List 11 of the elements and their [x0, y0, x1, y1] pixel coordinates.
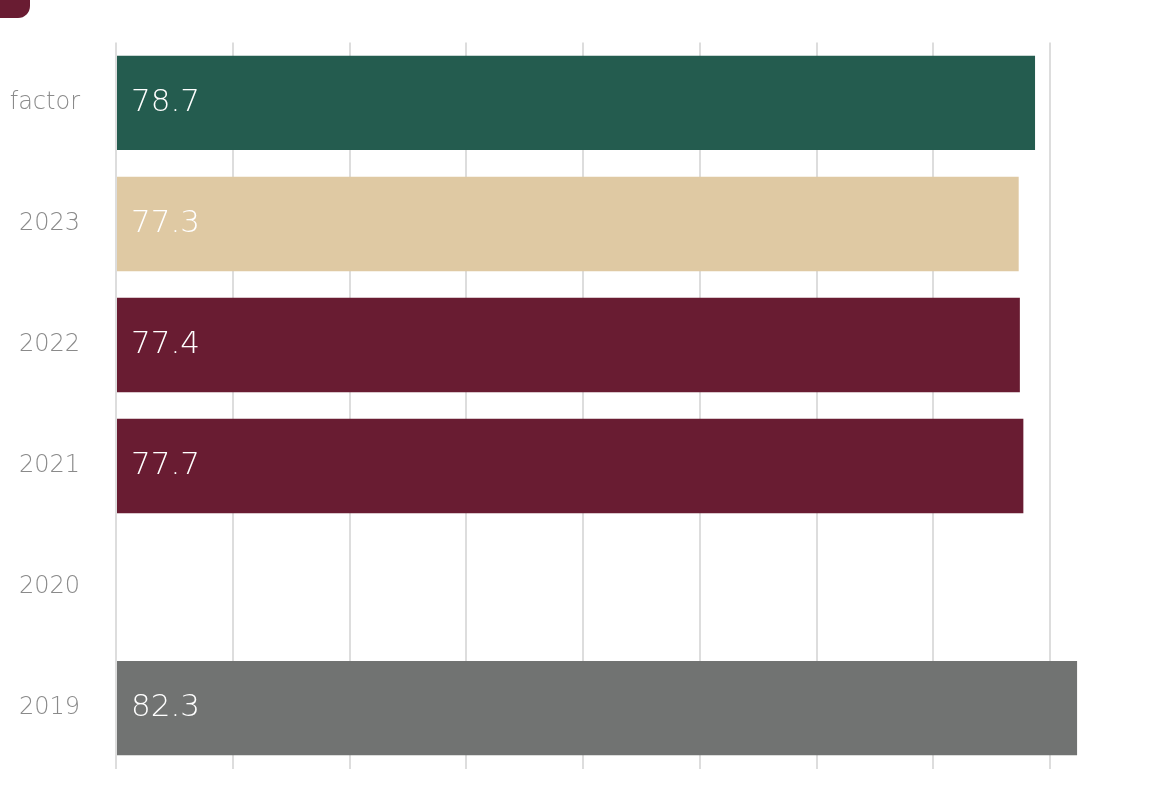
data-label: 78.7	[131, 81, 201, 118]
data-label: 77.3	[131, 203, 201, 239]
y-tick-label: 2019	[18, 692, 80, 721]
data-label: 77.7	[131, 445, 201, 482]
y-tick-label: factor	[9, 87, 81, 116]
y-tick-label: 2021	[18, 450, 80, 479]
y-tick-label: 2023	[18, 208, 80, 237]
data-label: 82.3	[131, 687, 201, 724]
data-label: 77.4	[131, 324, 201, 361]
y-tick-label: 2020	[18, 571, 80, 600]
y-tick-label: 2022	[18, 329, 80, 358]
